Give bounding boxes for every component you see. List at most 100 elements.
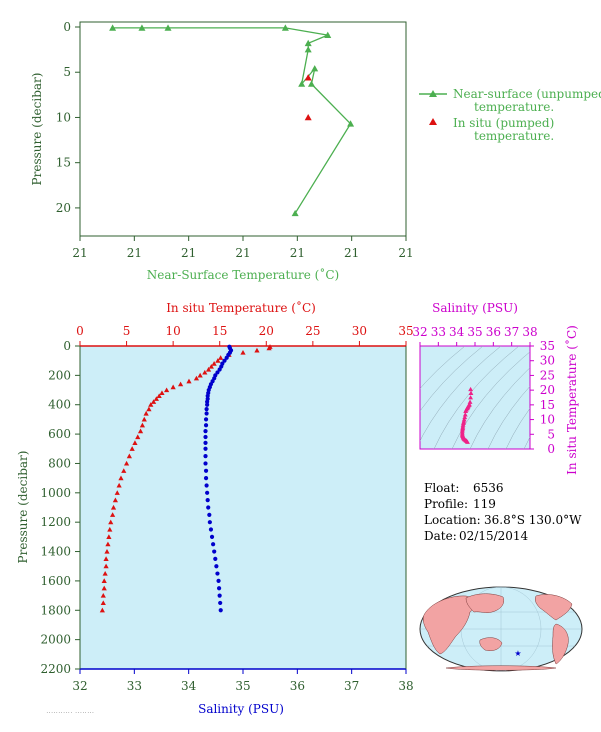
sal-point-31	[203, 461, 208, 466]
temp-point-47	[101, 578, 107, 583]
temp-point-45	[103, 563, 109, 569]
ns-ytick-label-4: 20	[56, 201, 71, 215]
ts-xtick-label-1: 33	[431, 325, 446, 339]
profile-plot-background	[80, 346, 406, 669]
ts-ytick-label-4: 20	[540, 383, 555, 397]
near-surface-xlabel: Near-Surface Temperature (˚C)	[147, 267, 339, 282]
sal-point-20	[205, 399, 210, 404]
ts-marks	[459, 386, 474, 444]
temp-point-11	[197, 372, 203, 378]
insitu-point-0	[304, 74, 312, 81]
ts-xtick-label-4: 36	[486, 325, 501, 339]
temp-point-3	[240, 350, 246, 355]
profile-axes: 0200400600800100012001400160018002000220…	[40, 324, 413, 693]
temp-point-22	[146, 406, 152, 412]
ts-ytick-label-2: 10	[540, 413, 555, 427]
ts-contour-8	[523, 436, 530, 449]
sal-point-44	[213, 556, 218, 561]
sal-point-5	[224, 355, 229, 360]
temp-point-49	[100, 592, 106, 598]
sal-point-24	[203, 417, 209, 422]
near-surface-legend: Near-surface (unpumped) temperature. In …	[419, 87, 601, 143]
ts-contour-6	[487, 385, 530, 449]
ts-contour-5	[469, 367, 530, 449]
sal-point-34	[204, 483, 209, 488]
pr-ytick-label-2: 400	[48, 398, 71, 412]
profile-chart: 0200400600800100012001400160018002000220…	[16, 300, 414, 716]
ts-xtick-label-3: 35	[467, 325, 482, 339]
sal-point-39	[207, 520, 212, 525]
temp-point-42	[105, 541, 111, 547]
sal-point-21	[205, 402, 210, 407]
profile-top-xlabel: In situ Temperature (˚C)	[166, 300, 316, 315]
temp-point-32	[121, 468, 127, 473]
temp-point-44	[103, 556, 109, 561]
sal-point-41	[209, 534, 215, 539]
sal-point-38	[207, 512, 212, 517]
temp-point-33	[118, 475, 124, 481]
sal-point-18	[205, 393, 210, 399]
pr-bottom-xtick-label-0: 32	[72, 679, 87, 693]
ns-point-2	[307, 80, 315, 87]
sal-point-29	[203, 446, 208, 451]
temp-point-12	[193, 375, 200, 381]
ns-xtick-label-0: 21	[72, 246, 87, 260]
temp-point-34	[116, 482, 122, 488]
temp-point-31	[123, 460, 130, 466]
sal-point-28	[203, 440, 208, 445]
pr-ytick-label-5: 1000	[40, 486, 71, 500]
temp-point-2	[254, 347, 260, 353]
ns-point-0	[291, 209, 299, 217]
temp-point-29	[129, 446, 135, 451]
pr-top-xtick-label-6: 30	[352, 324, 367, 338]
profile-marks	[99, 344, 273, 613]
temp-point-23	[143, 410, 149, 416]
ts-density-contours	[420, 346, 530, 449]
map-land	[422, 593, 573, 671]
map-land-australia	[479, 637, 503, 651]
sal-point-43	[212, 549, 217, 554]
ts-contour-1	[420, 346, 484, 412]
ts-point-28	[467, 402, 472, 407]
ns-point-3	[311, 65, 319, 72]
profile-ylabel: Pressure (decibar)	[16, 451, 30, 564]
info-profile-value: 119	[473, 497, 496, 511]
sal-point-40	[208, 527, 214, 532]
sal-point-23	[204, 411, 209, 416]
legend-label-in-situ-line2: temperature.	[474, 129, 554, 143]
float-info: Float: 6536 Profile: 119 Location: 36.8°…	[424, 481, 582, 543]
temp-point-7	[211, 361, 217, 366]
ns-xtick-label-6: 21	[398, 246, 413, 260]
sal-point-6	[222, 358, 227, 363]
temp-point-5	[218, 355, 224, 360]
ns-ytick-label-3: 15	[56, 156, 71, 170]
pr-bottom-xtick-label-1: 33	[127, 679, 142, 693]
map-land-asia	[465, 593, 504, 613]
sal-point-48	[216, 586, 222, 591]
map-land-antarctica	[445, 665, 557, 671]
map-land-south-america	[552, 623, 569, 665]
temp-point-16	[164, 387, 170, 393]
sal-point-33	[203, 476, 209, 481]
info-float-label: Float:	[424, 481, 459, 495]
ts-point-20	[462, 414, 468, 420]
ts-ytick-label-0: 0	[547, 442, 555, 456]
temp-point-24	[141, 416, 147, 422]
ns-xtick-label-3: 21	[235, 246, 250, 260]
world-map: ★	[419, 586, 583, 672]
ts-xtick-label-0: 32	[412, 325, 427, 339]
temp-point-50	[100, 600, 106, 606]
sal-point-42	[211, 542, 216, 547]
pr-ytick-label-9: 1800	[40, 603, 71, 617]
pr-ytick-label-4: 800	[48, 456, 71, 470]
sal-point-10	[215, 370, 220, 375]
ts-contour-2	[420, 346, 502, 442]
sal-point-36	[205, 498, 210, 503]
ns-ytick-label-0: 0	[63, 20, 71, 34]
temp-point-17	[159, 390, 165, 396]
ts-ytick-label-5: 25	[540, 368, 555, 382]
temp-point-46	[102, 570, 108, 576]
temp-point-36	[112, 497, 118, 503]
